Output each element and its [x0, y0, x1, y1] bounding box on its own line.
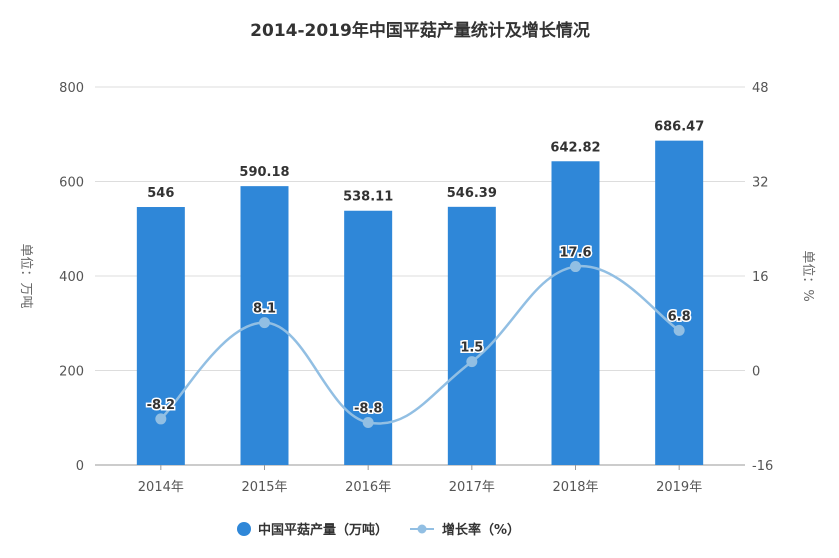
x-tick-label: 2014年: [138, 480, 184, 495]
line-point[interactable]: [362, 416, 374, 428]
y-axis-left-label: 单位：万吨: [18, 243, 33, 308]
line-data-label: 17.6: [559, 246, 591, 261]
bar-data-label: 686.47: [654, 120, 704, 135]
bar[interactable]: [551, 161, 600, 465]
gridlines: [95, 86, 745, 466]
y-right-tick-label: 32: [752, 176, 769, 191]
y-axis-left: 0 200 400 600 800: [59, 81, 84, 474]
bar-data-label: 546: [147, 186, 174, 201]
line-point[interactable]: [570, 261, 581, 273]
line-data-label: -8.2: [147, 398, 175, 413]
bar[interactable]: [136, 207, 185, 465]
x-tick-label: 2018年: [552, 480, 598, 495]
bar-data-label: 538.11: [343, 190, 393, 205]
legend[interactable]: 中国平菇产量（万吨） 增长率（%）: [237, 522, 520, 538]
legend-bar-label[interactable]: 中国平菇产量（万吨）: [258, 522, 388, 538]
y-right-tick-label: -16: [752, 459, 773, 474]
line-series: -8.2 8.1 -8.8 1.5 17.6 6.8: [145, 244, 692, 428]
chart-title: 2014-2019年中国平菇产量统计及增长情况: [250, 20, 590, 41]
legend-line-dot: [417, 524, 427, 534]
bar-series: 546 590.18 538.11 546.39 642.82 686.47: [136, 120, 704, 465]
y-right-tick-label: 48: [752, 81, 769, 96]
x-tick-label: 2016年: [345, 480, 391, 495]
y-right-tick-label: 0: [752, 365, 760, 380]
bar-data-label: 642.82: [550, 140, 600, 155]
line-data-label: 6.8: [668, 309, 691, 324]
x-tick-label: 2019年: [656, 480, 702, 495]
line-point[interactable]: [259, 317, 270, 329]
line-point[interactable]: [155, 413, 167, 425]
legend-bar-marker: [237, 522, 251, 536]
y-left-tick-label: 800: [59, 81, 84, 96]
bar-data-label: 546.39: [447, 186, 497, 201]
y-left-tick-label: 0: [76, 459, 84, 474]
line-point[interactable]: [466, 356, 478, 368]
bar[interactable]: [447, 206, 496, 465]
x-tick-label: 2017年: [449, 480, 495, 495]
x-axis: 2014年 2015年 2016年 2017年 2018年 2019年: [138, 465, 702, 495]
line-data-label: -8.8: [354, 401, 382, 416]
line-data-label: 8.1: [253, 302, 276, 317]
y-left-tick-label: 200: [59, 365, 84, 380]
bar[interactable]: [655, 140, 704, 465]
line-data-label: 1.5: [460, 341, 483, 356]
line-point[interactable]: [673, 324, 685, 336]
bar-data-label: 590.18: [239, 165, 289, 180]
y-axis-right-label: 单位：%: [800, 250, 815, 301]
y-left-tick-label: 600: [59, 176, 84, 191]
y-axis-right: -16 0 16 32 48: [752, 81, 773, 474]
y-left-tick-label: 400: [59, 270, 84, 285]
x-tick-label: 2015年: [241, 480, 287, 495]
growth-line: [159, 264, 680, 425]
y-right-tick-label: 16: [752, 270, 769, 285]
legend-line-label[interactable]: 增长率（%）: [442, 522, 520, 538]
